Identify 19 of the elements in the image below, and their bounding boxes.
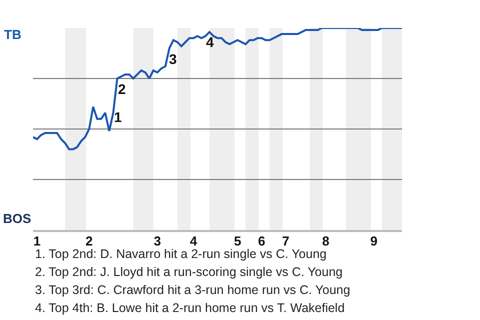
annotation: 1 <box>114 109 122 125</box>
x-tick-label: 6 <box>258 234 266 249</box>
text: TB <box>4 27 22 42</box>
x-tick-label: 8 <box>322 234 330 249</box>
x-tick-label: 7 <box>282 234 290 249</box>
text: 3. Top 3rd: C. Crawford hit a 3-run home run vs C. Young <box>35 283 350 297</box>
x-tick-label: 1 <box>33 234 41 249</box>
annotation: 3 <box>169 51 177 67</box>
text: 2. Top 2nd: J. Lloyd hit a run-scoring single vs C. Young <box>35 265 343 279</box>
x-tick-label: 2 <box>86 234 93 249</box>
text: 1. Top 2nd: D. Navarro hit a 2-run single vs C. Young <box>35 247 327 261</box>
x-tick-label: 9 <box>370 234 378 249</box>
x-tick-label: 3 <box>154 234 161 249</box>
x-tick-label: 4 <box>190 234 198 249</box>
annotation: 4 <box>206 34 214 50</box>
x-tick-label: 5 <box>234 234 242 249</box>
text: BOS <box>3 211 32 226</box>
text: 4. Top 4th: B. Lowe hit a 2-run home run vs T. Wakefield <box>35 301 345 315</box>
annotation: 2 <box>118 81 126 97</box>
